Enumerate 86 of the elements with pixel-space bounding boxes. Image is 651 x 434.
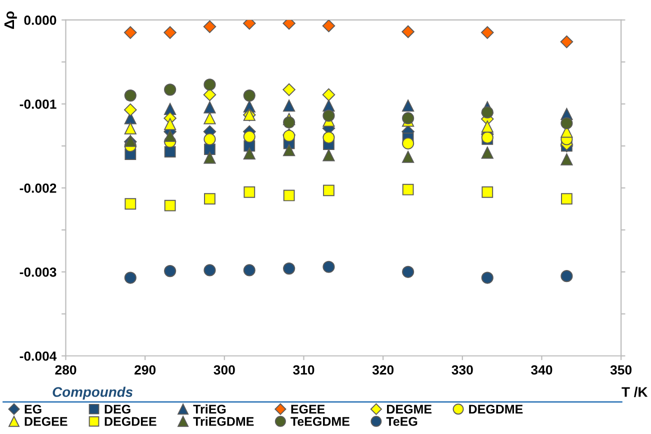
point [402,112,414,124]
x-tick-label: 340 [531,365,552,375]
x-tick-label: 310 [293,365,314,375]
point [124,272,136,284]
point [322,110,335,122]
y-tick-label: 0.000 [24,16,56,25]
point [322,20,336,32]
y-tick-label: -0.003 [20,267,56,277]
point [124,122,136,134]
x-tick-label: 290 [134,365,156,375]
x-axis-title: T /K [622,386,648,398]
point [203,20,216,34]
point [204,152,216,164]
x-tick-label: 300 [214,365,235,375]
y-tick-label: -0.002 [20,183,56,193]
y-tick-label: -0.001 [20,100,56,109]
x-tick-label: 280 [55,365,76,375]
point [164,118,176,130]
point [204,78,216,91]
point [124,103,137,116]
point [482,186,494,198]
point [244,186,256,198]
point [204,112,216,124]
y-tick-label: -0.004 [20,351,57,361]
point [283,116,296,128]
point [560,270,573,282]
legend-label: DEGDME [469,404,523,414]
legend-label: TriEGDME [193,416,254,426]
point [164,265,176,278]
point [283,144,296,156]
point [124,198,136,210]
point [124,90,136,102]
point [204,264,216,276]
point [243,147,256,160]
y-axis-title: Δρ [4,11,17,29]
point [402,266,414,278]
legend-label: TeEG [386,417,418,426]
legend-label: DEGDEE [104,417,156,426]
point [481,120,494,133]
legend-label: EGEE [291,404,325,414]
point [164,26,176,39]
point [402,184,414,196]
point [243,130,256,143]
point [402,150,414,163]
point [402,100,414,112]
point [402,25,414,38]
point [243,90,256,102]
point [323,184,334,196]
point [322,88,336,102]
point [560,35,574,48]
legend-title: Compounds [52,386,133,400]
legend-label: EG [24,404,42,414]
legend-label: DEGME [387,404,432,414]
x-tick-label: 320 [372,365,394,375]
point [282,83,296,96]
point [560,153,573,166]
point [283,262,296,275]
point [481,272,494,284]
point [283,100,296,112]
point [481,106,494,118]
point [561,193,572,205]
x-tick-label: 330 [452,365,473,375]
point [164,200,176,212]
x-tick-label: 350 [610,365,632,375]
point [203,88,216,102]
point [560,117,573,130]
point [322,260,335,273]
point [481,146,494,159]
point [283,190,295,202]
point [243,264,256,276]
point [164,130,176,142]
point [204,101,216,114]
point [481,131,494,144]
point [124,26,137,39]
legend-label: TeEGDME [290,417,350,426]
point [164,84,176,96]
point [481,26,494,39]
point [204,193,216,205]
point [402,137,414,150]
legend-label: TriEG [193,404,226,414]
legend-label: DEGEE [24,417,68,426]
point [204,133,216,146]
legend-label: DEG [104,404,130,414]
point [322,149,335,162]
point [322,131,335,144]
point [164,146,176,158]
